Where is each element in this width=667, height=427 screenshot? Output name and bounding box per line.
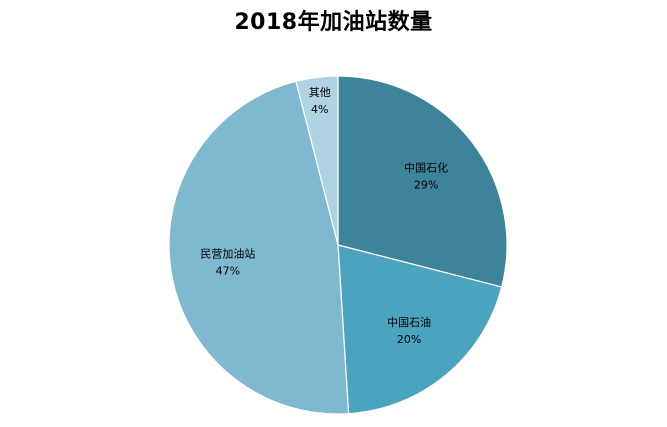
slice-category-label: 中国石化	[404, 161, 448, 175]
pie-slices	[168, 75, 508, 415]
slice-value-label: 4%	[311, 103, 328, 116]
slice-value-label: 20%	[397, 333, 421, 346]
pie-slice-3	[168, 80, 350, 415]
slice-value-label: 29%	[414, 179, 438, 192]
chart-title: 2018年加油站数量	[234, 10, 433, 35]
slice-category-label: 其他	[309, 86, 331, 99]
pie-slice-2	[337, 244, 503, 415]
slice-value-label: 47%	[216, 264, 240, 277]
slice-category-label: 民营加油站	[200, 246, 255, 260]
pie-slice-4	[295, 75, 339, 246]
slice-category-label: 中国石油	[387, 315, 431, 329]
pie-slice-1	[337, 75, 508, 288]
